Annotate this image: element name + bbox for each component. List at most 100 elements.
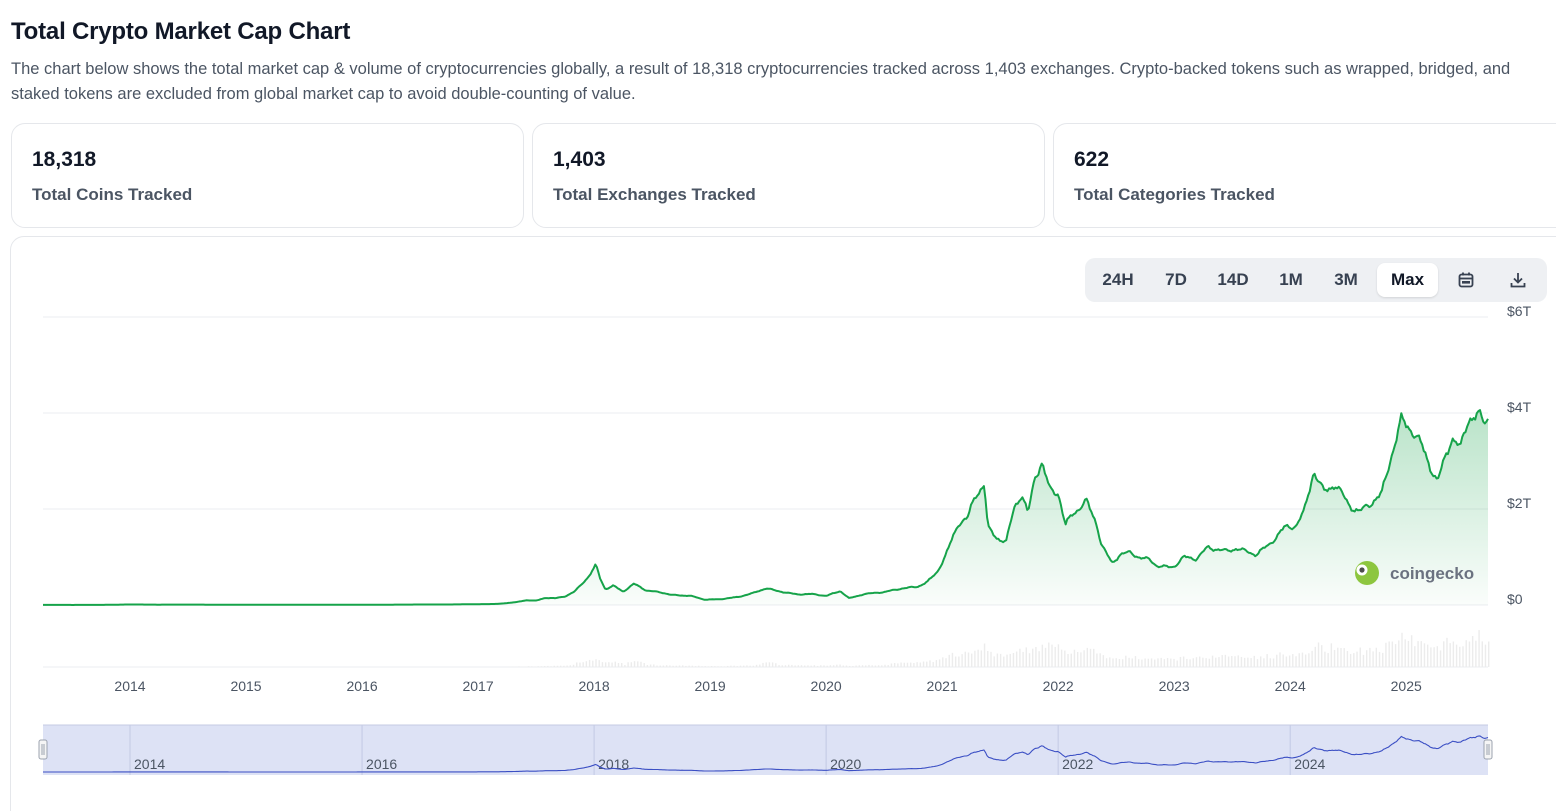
- volume-bar: [1272, 658, 1275, 667]
- volume-bar: [948, 654, 950, 667]
- volume-bar: [1298, 653, 1300, 667]
- data-point: [996, 537, 998, 539]
- volume-bar: [1064, 650, 1066, 667]
- data-point: [690, 595, 692, 597]
- volume-bar: [1343, 648, 1345, 667]
- volume-bar: [784, 665, 787, 667]
- data-point: [917, 586, 919, 588]
- volume-bar: [778, 665, 780, 667]
- range-button-7d[interactable]: 7D: [1165, 270, 1187, 289]
- data-point: [1173, 566, 1175, 568]
- data-point: [810, 593, 812, 595]
- data-point: [1226, 550, 1228, 552]
- volume-bar: [868, 664, 870, 667]
- volume-bar: [1471, 635, 1474, 667]
- volume-bar: [1060, 649, 1063, 667]
- volume-bar: [1048, 642, 1050, 667]
- data-point: [245, 604, 247, 606]
- volume-bar: [964, 651, 966, 667]
- data-point: [419, 604, 421, 606]
- data-point: [825, 595, 827, 597]
- volume-bar: [903, 662, 905, 667]
- volume-bar: [1134, 656, 1137, 667]
- data-point: [1013, 506, 1015, 508]
- navigator-handle-right[interactable]: [1483, 739, 1493, 760]
- volume-bar: [601, 662, 604, 667]
- volume-bar: [1321, 645, 1323, 667]
- stat-card-exchanges: 1,403 Total Exchanges Tracked: [532, 123, 1045, 228]
- y-axis: $0 $2T $4T $6T: [1507, 303, 1532, 607]
- volume-bar: [1308, 653, 1310, 667]
- volume-bar: [1488, 641, 1490, 667]
- range-button-24h[interactable]: 24H: [1102, 270, 1134, 289]
- range-button-1m[interactable]: 1M: [1279, 270, 1303, 289]
- volume-bar: [566, 665, 568, 667]
- data-point: [187, 604, 189, 606]
- volume-bar: [1054, 646, 1056, 667]
- volume-bar: [1282, 654, 1284, 667]
- range-button-max[interactable]: Max: [1377, 263, 1438, 297]
- data-point: [1168, 566, 1170, 568]
- data-point: [390, 604, 392, 606]
- volume-bar: [723, 666, 726, 667]
- data-point: [704, 599, 706, 601]
- data-point: [1100, 544, 1102, 546]
- y-tick-label: $2T: [1507, 495, 1532, 511]
- coingecko-watermark: coingecko: [1355, 561, 1474, 585]
- volume-bar: [1227, 656, 1230, 667]
- data-point: [1358, 511, 1360, 513]
- download-icon[interactable]: [1499, 263, 1537, 297]
- volume-bar: [910, 662, 912, 667]
- volume-bar: [614, 661, 616, 667]
- volume-bar: [1436, 646, 1439, 667]
- volume-bar: [1076, 652, 1079, 667]
- volume-bar: [874, 665, 877, 667]
- volume-bar: [1115, 658, 1117, 667]
- volume-bar: [1385, 642, 1387, 667]
- volume-bar: [1141, 659, 1143, 667]
- volume-bar: [954, 656, 957, 667]
- volume-bar: [685, 665, 687, 667]
- volume-bar: [977, 649, 979, 667]
- volume-bar: [630, 662, 633, 667]
- range-button-14d[interactable]: 14D: [1217, 270, 1249, 289]
- volume-bar: [929, 660, 931, 667]
- data-point: [1467, 417, 1469, 419]
- volume-bar: [678, 665, 681, 667]
- x-tick-label: 2020: [811, 678, 842, 694]
- volume-bar: [717, 666, 719, 667]
- volume-bar: [707, 666, 710, 667]
- data-point: [1381, 494, 1383, 496]
- data-point: [883, 591, 885, 593]
- stat-card-coins: 18,318 Total Coins Tracked: [11, 123, 524, 228]
- data-point: [987, 527, 989, 529]
- range-navigator[interactable]: 2014 2016 2018 2020 2022 2024: [38, 724, 1493, 775]
- range-button-3m[interactable]: 3M: [1334, 270, 1358, 289]
- volume-bar: [826, 665, 828, 667]
- data-point: [951, 539, 953, 541]
- volume-bar: [572, 664, 575, 667]
- data-point: [848, 597, 850, 599]
- volume-bar: [1144, 658, 1146, 667]
- market-cap-series: [43, 409, 1489, 606]
- data-point: [1483, 422, 1485, 424]
- data-point: [1389, 458, 1391, 460]
- data-point: [957, 522, 959, 524]
- volume-bars: [508, 630, 1490, 667]
- calendar-icon[interactable]: [1447, 263, 1485, 297]
- data-point: [1139, 557, 1141, 559]
- page-description: The chart below shows the total market c…: [11, 60, 1511, 103]
- volume-bar: [1099, 653, 1101, 667]
- volume-bar: [1426, 644, 1429, 667]
- data-point: [1049, 489, 1051, 491]
- volume-bar: [1375, 647, 1378, 667]
- volume-bar: [569, 665, 572, 667]
- volume-bar: [823, 665, 825, 667]
- navigator-handle-left[interactable]: [38, 739, 48, 760]
- volume-bar: [643, 662, 645, 667]
- volume-bar: [1137, 659, 1140, 667]
- volume-bar: [900, 662, 902, 667]
- navigator-selection[interactable]: [43, 725, 1488, 775]
- volume-bar: [611, 662, 613, 667]
- volume-bar: [858, 665, 861, 667]
